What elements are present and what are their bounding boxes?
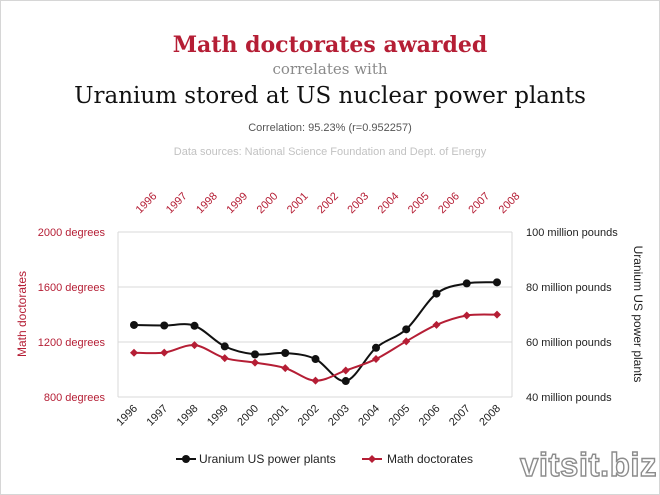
uranium-point (251, 350, 259, 359)
top-year-label: 2008 (497, 190, 523, 216)
bottom-year-label: 2004 (356, 403, 382, 429)
top-year-label: 2004 (376, 190, 402, 216)
top-year-label: 2002 (315, 190, 341, 216)
math-doctorates-point (341, 366, 350, 375)
top-year-label: 1998 (194, 190, 220, 216)
math-doctorates-point (160, 348, 169, 357)
top-year-label: 1999 (224, 190, 250, 216)
top-year-label: 2007 (466, 190, 492, 216)
right-tick-label: 60 million pounds (526, 337, 612, 349)
uranium-point (311, 355, 320, 364)
math-doctorates-point (190, 341, 199, 350)
math-doctorates-point (372, 355, 380, 364)
right-axis-title: Uranium US power plants (631, 246, 645, 383)
bottom-year-label: 2007 (447, 403, 473, 429)
correlation-text: Correlation: 95.23% (r=0.952257) (248, 122, 412, 134)
data-sources-text: Data sources: National Science Foundatio… (173, 146, 487, 158)
bottom-year-label: 2008 (477, 403, 503, 429)
chart-subtitle: Uranium stored at US nuclear power plant… (74, 83, 586, 109)
uranium-point (462, 279, 471, 288)
uranium-point (493, 278, 501, 287)
math-doctorates-point (493, 310, 501, 319)
left-tick-label: 800 degrees (44, 392, 106, 404)
right-tick-label: 80 million pounds (526, 282, 612, 294)
left-tick-label: 1200 degrees (38, 337, 106, 349)
uranium-point (372, 343, 380, 352)
top-year-label: 2001 (285, 190, 311, 216)
math-doctorates-point (251, 358, 259, 367)
legend-math-label: Math doctorates (387, 452, 473, 466)
right-tick-label: 40 million pounds (526, 392, 612, 404)
uranium-point (341, 377, 350, 386)
left-tick-label: 2000 degrees (38, 227, 106, 239)
uranium-point (220, 342, 229, 351)
legend-uranium-marker (182, 455, 190, 463)
bottom-year-label: 2005 (387, 403, 413, 429)
watermark-logo: vitsit.biz (519, 445, 658, 483)
uranium-point (432, 289, 441, 298)
right-tick-label: 100 million pounds (526, 227, 618, 239)
bottom-year-label: 1997 (145, 403, 171, 429)
bottom-year-label: 2003 (326, 403, 352, 429)
bottom-year-label: 2002 (296, 403, 322, 429)
bottom-year-label: 2006 (417, 403, 443, 429)
top-year-label: 2006 (436, 190, 462, 216)
bottom-year-label: 1996 (114, 403, 140, 429)
math-doctorates-point (402, 337, 411, 346)
math-doctorates-point (432, 320, 441, 329)
bottom-year-label: 2000 (235, 403, 261, 429)
top-year-label: 1997 (164, 190, 190, 216)
bottom-year-label: 1999 (205, 403, 231, 429)
uranium-point (281, 349, 290, 357)
uranium-point (190, 321, 199, 330)
legend-uranium-label: Uranium US power plants (199, 452, 336, 466)
top-year-label: 2005 (406, 190, 432, 216)
uranium-point (160, 321, 169, 330)
bottom-year-label: 2001 (266, 403, 292, 429)
left-axis-title: Math doctorates (15, 271, 29, 357)
legend-math-marker (368, 455, 376, 463)
bottom-year-label: 1998 (175, 403, 201, 429)
uranium-series-line (133, 281, 498, 383)
left-tick-label: 1600 degrees (38, 282, 106, 294)
top-year-label: 2003 (345, 190, 371, 216)
chart-title: Math doctorates awarded (172, 32, 488, 58)
math-doctorates-point (462, 311, 471, 320)
math-doctorates-point (311, 376, 320, 385)
math-doctorates-point (281, 364, 290, 373)
top-year-label: 2000 (255, 190, 281, 216)
math-doctorates-point (220, 354, 229, 363)
correlates-with-text: correlates with (272, 60, 388, 78)
uranium-point (130, 320, 138, 329)
math-doctorates-point (130, 348, 138, 357)
top-year-label: 1996 (134, 190, 160, 216)
uranium-point (402, 325, 411, 334)
